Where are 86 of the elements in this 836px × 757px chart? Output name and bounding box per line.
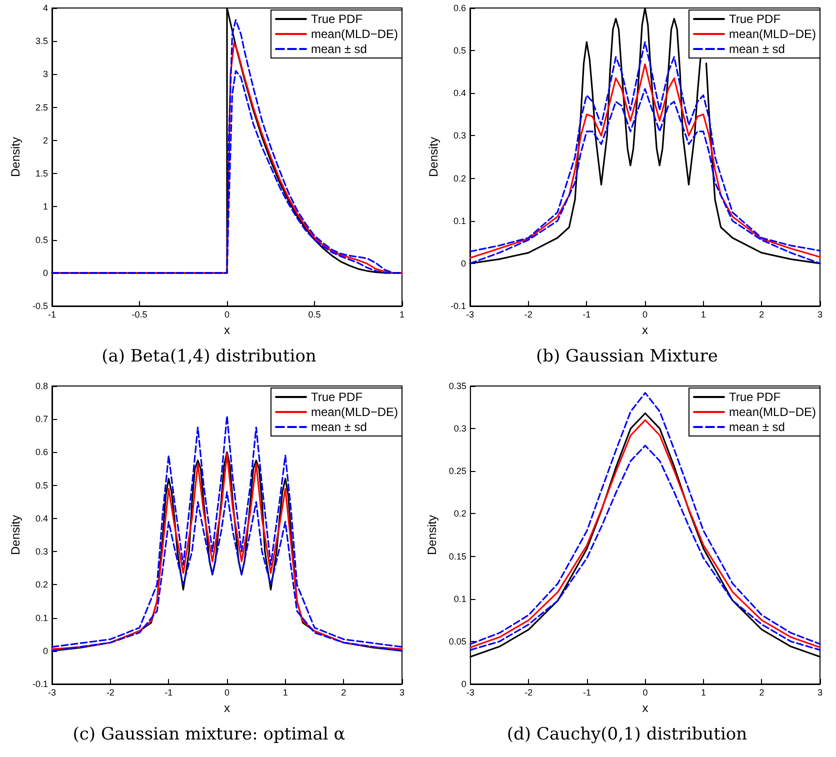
x-axis-title: x [224,323,230,337]
y-tick-label: 3.5 [35,36,48,46]
y-tick-label: 0.1 [454,594,466,604]
y-tick-label: 0.5 [35,234,48,245]
y-axis-title: Density [8,136,23,178]
y-tick-label: 1 [42,202,48,212]
text: (c) Gaussian mixture: optimal α [72,724,346,744]
x-tick-label: 0.5 [308,310,321,320]
x-tick-label: -1 [582,688,591,698]
y-tick-label: 0 [42,646,48,656]
y-axis-title: Density [8,514,23,556]
x-tick-label: 0 [224,688,230,698]
y-tick-label: 0.4 [453,88,466,98]
x-tick-label: -2 [524,688,533,698]
x-tick-label: -3 [48,688,56,698]
x-tick-label: 3 [817,310,823,320]
y-tick-label: 0.35 [448,381,466,391]
x-tick-label: 0 [224,310,230,320]
x-tick-label: -3 [466,688,474,698]
y-tick-label: 0.8 [35,381,48,391]
y-tick-label: 0 [461,679,466,689]
x-axis-title: x [642,323,648,337]
x-tick-label: 3 [817,688,823,698]
x-tick-label: -3 [466,310,474,320]
y-tick-label: 0.2 [35,580,48,590]
legend-label: mean(MLD−DE) [728,27,816,41]
legend-label: True PDF [310,390,363,404]
legend-label: True PDF [310,12,363,26]
y-tick-label: 0 [42,268,48,278]
legend-label: mean(MLD−DE) [728,405,816,419]
y-tick-label: 0.25 [448,466,466,476]
y-tick-label: 0.3 [454,424,466,434]
x-tick-label: -2 [524,310,532,320]
y-tick-label: -0.1 [450,301,466,311]
x-tick-label: -1 [48,310,56,320]
y-tick-label: 0.7 [35,414,48,424]
y-tick-label: 0.5 [453,46,466,56]
x-tick-label: 1 [700,310,706,320]
x-tick-label: 3 [399,688,405,698]
y-tick-label: 0.5 [35,480,48,490]
y-tick-label: 1.5 [35,168,48,179]
y-tick-label: 0.15 [448,551,466,562]
legend-label: mean ± sd [310,420,367,434]
x-tick-label: -2 [106,688,114,698]
y-tick-label: 0.3 [453,130,466,141]
y-tick-label: 0.3 [35,546,48,557]
y-tick-label: 0 [460,258,466,268]
text: (a) Beta(1,4) distribution [102,346,316,366]
y-tick-label: 0.6 [453,3,466,13]
x-tick-label: 2 [759,688,764,698]
x-tick-label: -1 [164,688,173,698]
y-tick-label: 0.6 [35,447,48,458]
x-tick-label: 1 [700,688,706,698]
y-tick-label: 0.2 [453,173,466,184]
legend-label: True PDF [728,12,781,26]
x-tick-label: 1 [282,688,288,698]
x-axis-title: x [642,701,648,715]
legend-label: mean ± sd [728,420,785,434]
legend-label: True PDF [728,390,781,404]
y-tick-label: -0.5 [32,301,48,311]
y-axis-title: Density [425,514,439,556]
text: (b) Gaussian Mixture [536,346,718,366]
legend-label: mean ± sd [728,42,785,56]
legend-label: mean ± sd [310,42,367,56]
y-tick-label: 0.2 [454,508,466,519]
x-tick-label: -1 [582,310,591,320]
x-tick-label: -0.5 [132,310,148,320]
legend-label: mean(MLD−DE) [310,27,398,41]
y-tick-label: 0.1 [35,612,48,623]
y-tick-label: 0.4 [35,513,48,524]
x-tick-label: 0 [642,688,648,698]
x-tick-label: 2 [341,688,346,698]
x-tick-label: 1 [399,310,405,320]
legend-label: mean(MLD−DE) [310,405,398,419]
x-axis-title: x [224,701,230,715]
y-tick-label: 0.1 [453,216,466,226]
text: (d) Cauchy(0,1) distribution [506,724,748,744]
y-tick-label: 4 [42,3,48,13]
x-tick-label: 0 [642,310,648,320]
y-tick-label: 2 [42,135,48,146]
x-tick-label: 2 [759,310,764,320]
y-tick-label: 2.5 [35,102,48,112]
y-axis-title: Density [426,136,441,178]
y-tick-label: 0.05 [448,636,466,646]
y-tick-label: 3 [42,69,48,80]
y-tick-label: -0.1 [32,679,48,689]
